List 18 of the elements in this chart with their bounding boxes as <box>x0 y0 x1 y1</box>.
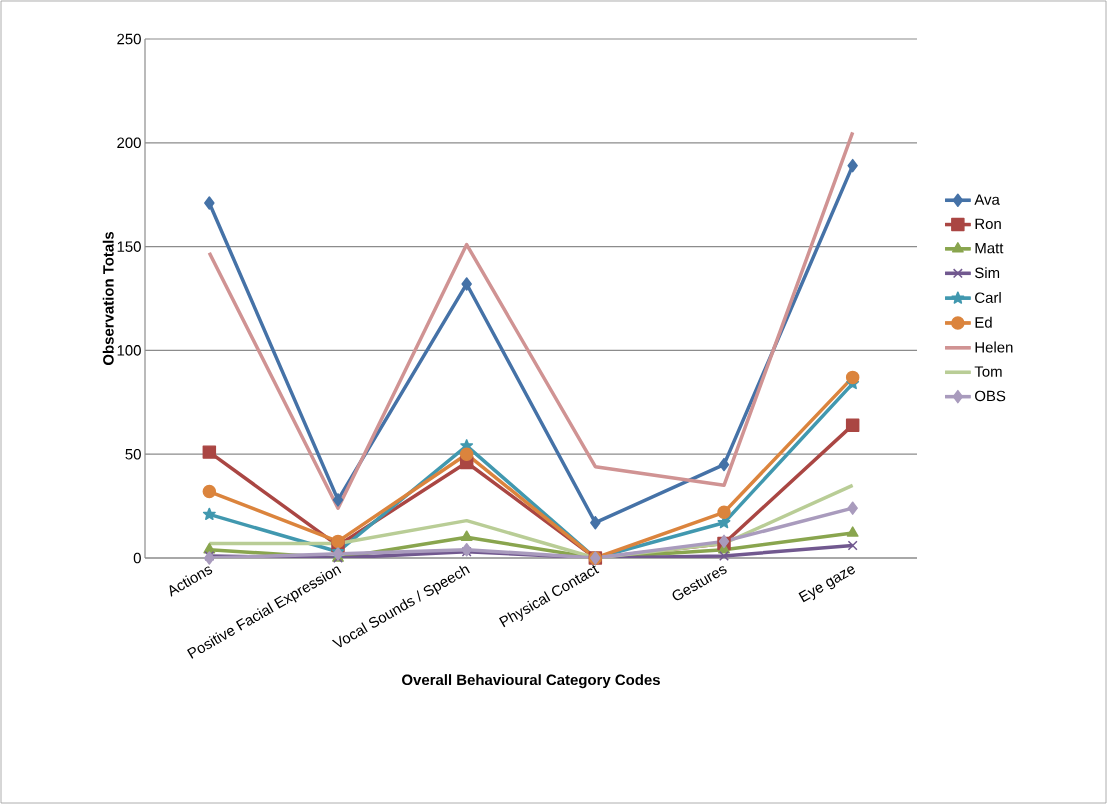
y-axis-title: Observation Totals <box>102 231 114 366</box>
legend-label: OBS <box>975 390 1006 402</box>
legend-label: Helen <box>975 341 1013 353</box>
y-tick-label: 100 <box>117 345 141 356</box>
legend-label: Sim <box>975 267 1000 279</box>
legend-label: Tom <box>974 366 1002 377</box>
legend-label: Ron <box>975 218 1001 230</box>
legend-label: Carl <box>975 291 1001 303</box>
y-tick-label: 0 <box>133 552 141 564</box>
x-tick-label: Eye gaze <box>798 566 855 603</box>
y-tick-label: 200 <box>117 137 141 149</box>
legend-label: Ed <box>975 316 992 328</box>
y-tick-label: 150 <box>117 241 141 252</box>
legend-label: Ava <box>974 194 1000 205</box>
y-tick-label: 50 <box>125 448 141 460</box>
y-tick-label: 250 <box>117 33 141 45</box>
legend-label: Matt <box>975 242 1004 254</box>
x-axis-title: Overall Behavioural Category Codes <box>402 674 660 689</box>
